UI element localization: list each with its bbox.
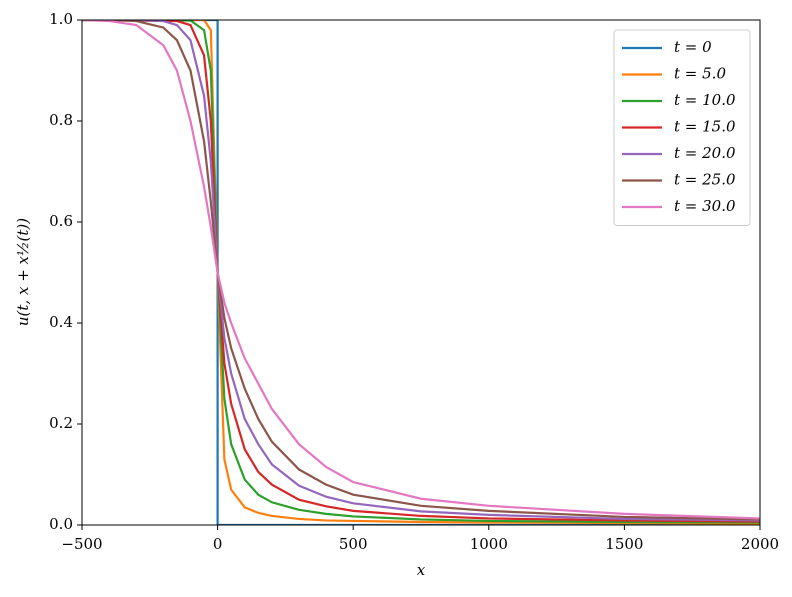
y-tick-label: 0.2 — [49, 414, 73, 432]
x-tick-label: 1500 — [605, 535, 643, 553]
legend-label: t = 25.0 — [674, 171, 736, 189]
y-tick-label: 0.4 — [49, 313, 73, 331]
x-tick-label: 0 — [213, 535, 223, 553]
legend-label: t = 5.0 — [674, 65, 726, 83]
line — [82, 20, 760, 523]
y-axis-label: u(t, x + x½(t)) — [14, 218, 32, 326]
y-tick-label: 1.0 — [49, 10, 73, 28]
y-tick-label: 0.0 — [49, 515, 73, 533]
legend-label: t = 0 — [674, 38, 712, 56]
y-tick-label: 0.8 — [49, 111, 73, 129]
y-tick-label: 0.6 — [49, 212, 73, 230]
legend-label: t = 15.0 — [674, 118, 736, 136]
x-axis-label: x — [417, 561, 426, 579]
legend-box — [613, 29, 751, 226]
x-tick-label: 1000 — [470, 535, 508, 553]
line — [82, 20, 760, 522]
line — [82, 20, 760, 520]
legend-label: t = 10.0 — [674, 91, 736, 109]
legend-label: t = 30.0 — [674, 197, 736, 215]
line — [82, 20, 760, 521]
legend-label: t = 20.0 — [674, 144, 736, 162]
x-tick-label: 500 — [339, 535, 368, 553]
x-tick-label: 2000 — [741, 535, 779, 553]
plot-frame — [81, 19, 761, 526]
x-tick-label: −500 — [61, 535, 102, 553]
line — [82, 20, 760, 524]
